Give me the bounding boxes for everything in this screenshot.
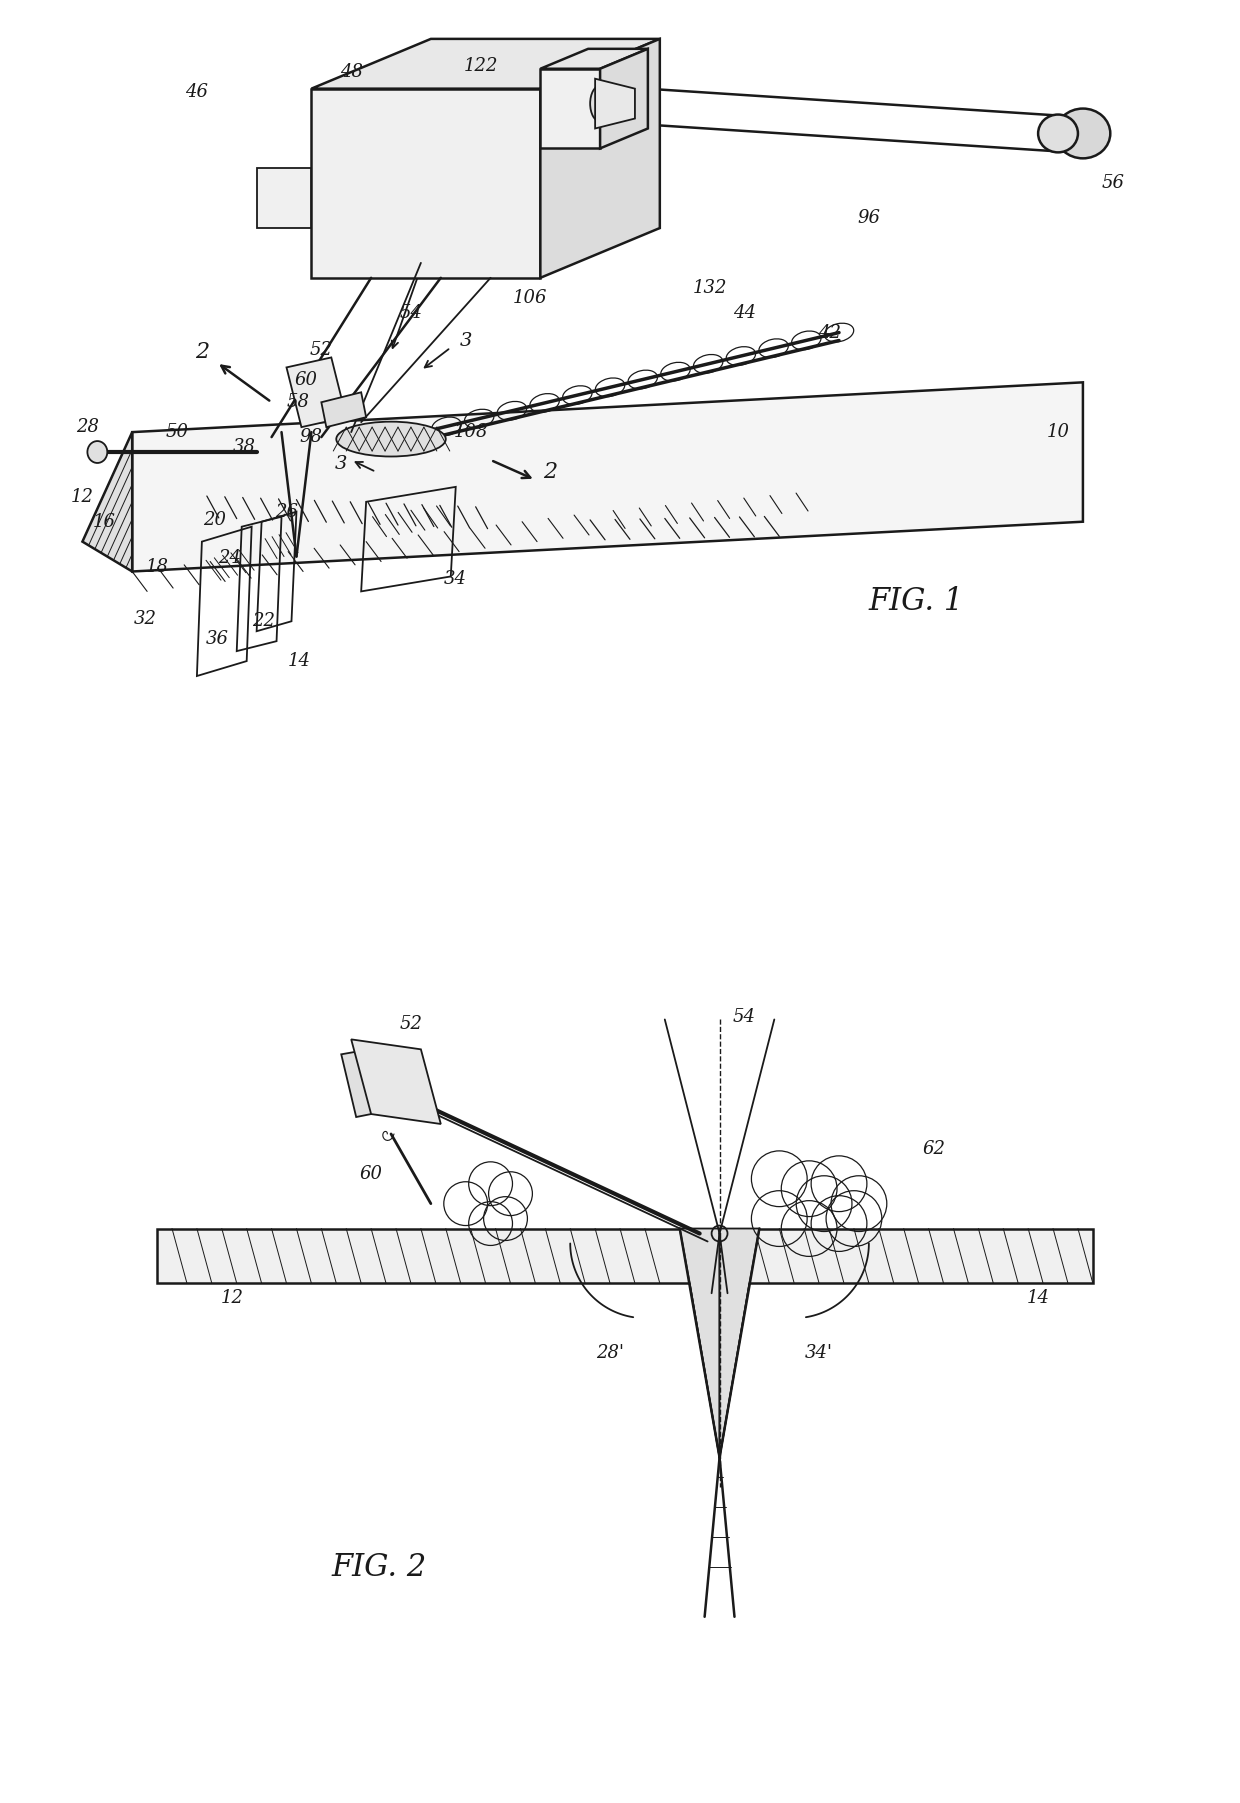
Text: 36: 36 bbox=[206, 631, 228, 649]
Text: 106: 106 bbox=[513, 288, 548, 307]
Ellipse shape bbox=[1038, 115, 1078, 153]
Polygon shape bbox=[541, 49, 647, 69]
Polygon shape bbox=[600, 49, 647, 148]
Text: 2: 2 bbox=[195, 341, 210, 364]
Text: 54: 54 bbox=[399, 303, 423, 321]
Text: 44: 44 bbox=[733, 303, 756, 321]
Text: 18: 18 bbox=[145, 557, 169, 575]
Polygon shape bbox=[321, 393, 366, 427]
Text: 132: 132 bbox=[692, 279, 727, 297]
Text: 22: 22 bbox=[252, 613, 275, 631]
Text: 14: 14 bbox=[288, 653, 311, 671]
Text: 2: 2 bbox=[543, 462, 557, 483]
Polygon shape bbox=[595, 79, 635, 128]
Text: 16: 16 bbox=[93, 512, 115, 530]
Text: 24: 24 bbox=[218, 548, 242, 566]
Polygon shape bbox=[541, 69, 600, 148]
Polygon shape bbox=[311, 40, 660, 88]
Ellipse shape bbox=[590, 87, 610, 121]
Text: 62: 62 bbox=[923, 1139, 945, 1158]
Text: FIG. 1: FIG. 1 bbox=[869, 586, 965, 617]
Text: 34: 34 bbox=[444, 570, 467, 588]
Text: 58: 58 bbox=[286, 393, 310, 411]
Text: 52: 52 bbox=[310, 341, 332, 359]
Text: 56: 56 bbox=[1101, 175, 1125, 193]
Polygon shape bbox=[351, 1039, 440, 1123]
Polygon shape bbox=[680, 1228, 719, 1457]
Text: 50: 50 bbox=[165, 424, 188, 442]
Text: 46: 46 bbox=[186, 83, 208, 101]
Ellipse shape bbox=[336, 422, 446, 456]
Text: 60: 60 bbox=[295, 371, 317, 389]
Text: 34': 34' bbox=[805, 1343, 833, 1361]
Text: 60: 60 bbox=[360, 1165, 383, 1183]
Text: 38: 38 bbox=[233, 438, 257, 456]
Text: 3: 3 bbox=[460, 332, 472, 350]
Text: 20: 20 bbox=[203, 510, 227, 528]
Polygon shape bbox=[719, 1228, 759, 1457]
Text: FIG. 2: FIG. 2 bbox=[331, 1552, 427, 1583]
Text: 32: 32 bbox=[134, 609, 156, 627]
Text: 42: 42 bbox=[817, 323, 841, 341]
Polygon shape bbox=[286, 357, 346, 427]
Text: 12: 12 bbox=[71, 489, 94, 507]
Polygon shape bbox=[341, 1048, 396, 1118]
Text: 108: 108 bbox=[454, 424, 487, 442]
Text: 28': 28' bbox=[596, 1343, 624, 1361]
Ellipse shape bbox=[87, 442, 108, 463]
Text: 122: 122 bbox=[464, 56, 498, 74]
Text: 48: 48 bbox=[340, 63, 363, 81]
Text: 26: 26 bbox=[275, 503, 298, 521]
Polygon shape bbox=[541, 40, 660, 278]
Text: 52: 52 bbox=[399, 1015, 423, 1033]
Text: 14: 14 bbox=[1027, 1289, 1049, 1307]
Polygon shape bbox=[257, 168, 311, 227]
Text: 10: 10 bbox=[1047, 424, 1070, 442]
Text: 54: 54 bbox=[733, 1008, 756, 1026]
Polygon shape bbox=[311, 88, 541, 278]
Text: 96: 96 bbox=[857, 209, 880, 227]
Text: 28: 28 bbox=[76, 418, 99, 436]
Text: 12: 12 bbox=[221, 1289, 243, 1307]
Ellipse shape bbox=[1055, 108, 1110, 159]
Polygon shape bbox=[133, 382, 1083, 572]
Polygon shape bbox=[82, 433, 133, 572]
Text: 98: 98 bbox=[300, 427, 322, 445]
Polygon shape bbox=[157, 1228, 689, 1284]
Polygon shape bbox=[749, 1228, 1092, 1284]
Text: 3: 3 bbox=[335, 454, 347, 472]
